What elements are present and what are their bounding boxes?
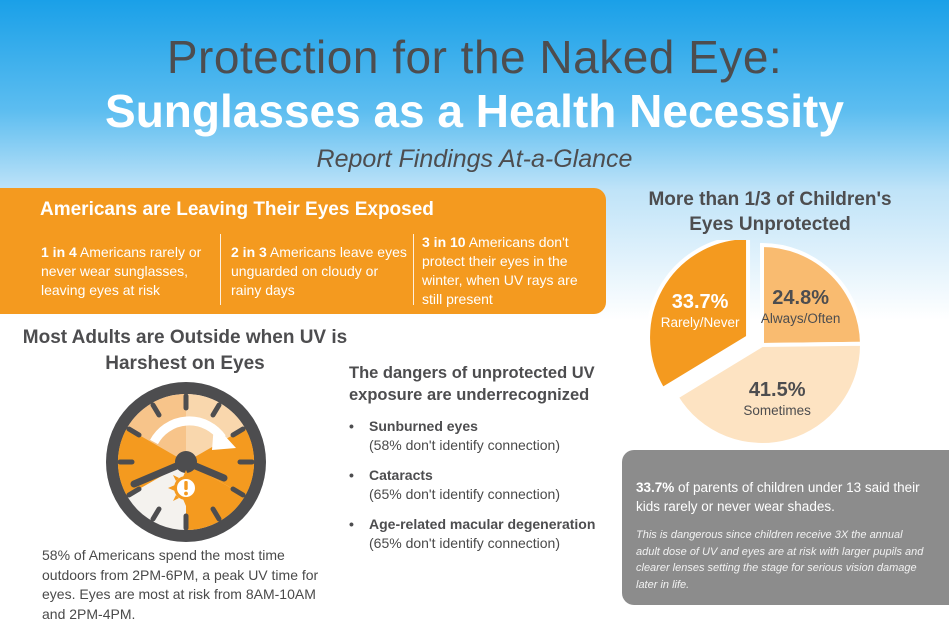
pie-label-category: Always/Often — [761, 311, 841, 326]
dangers-title: The dangers of unprotected UV exposure a… — [349, 364, 595, 404]
danger-item: • Cataracts (65% don't identify connecti… — [349, 466, 639, 506]
danger-item: • Age-related macular degeneration (65% … — [349, 515, 639, 555]
pie-label-value: 41.5% — [749, 379, 806, 401]
children-summary-box — [622, 450, 949, 605]
adults-description: 58% of Americans spend the most time out… — [42, 547, 319, 622]
stat-1: 1 in 4 Americans rarely or never wear su… — [41, 243, 213, 300]
danger-desc: (65% don't identify connection) — [369, 486, 561, 502]
bullet-icon: • — [349, 418, 354, 434]
danger-item: • Sunburned eyes (58% don't identify con… — [349, 417, 639, 457]
stat-divider-1 — [220, 234, 221, 305]
pie-label-value: 33.7% — [672, 291, 729, 313]
stat-1-text: Americans rarely or never wear sunglasse… — [41, 244, 202, 298]
stat-2: 2 in 3 Americans leave eyes unguarded on… — [231, 243, 409, 300]
stat-2-text: Americans leave eyes unguarded on cloudy… — [231, 244, 407, 298]
summary-highlight: 33.7% — [636, 480, 675, 495]
pie-label-category: Rarely/Never — [661, 315, 740, 330]
clock-icon — [106, 382, 266, 542]
stat-divider-2 — [413, 234, 414, 305]
stat-2-highlight: 2 in 3 — [231, 244, 267, 260]
pie-slice-rarely-never — [646, 240, 751, 392]
children-summary: 33.7% of parents of children under 13 sa… — [636, 478, 926, 516]
children-note: This is dangerous since children receive… — [636, 529, 924, 591]
title-line-1: Protection for the Naked Eye: — [166, 31, 783, 83]
danger-name: Age-related macular degeneration — [369, 516, 596, 532]
children-title: More than 1/3 of Children's Eyes Unprote… — [648, 189, 892, 235]
pie-label-value: 24.8% — [772, 287, 829, 309]
pie-slice-sometimes — [673, 341, 864, 447]
pie-label-category: Sometimes — [743, 403, 811, 418]
danger-desc: (65% don't identify connection) — [369, 535, 561, 551]
title-line-2: Sunglasses as a Health Necessity — [105, 85, 844, 137]
stat-3-text: Americans don't protect their eyes in th… — [422, 234, 578, 307]
stat-1-highlight: 1 in 4 — [41, 244, 77, 260]
bullet-icon: • — [349, 467, 354, 483]
sun-warning-icon — [168, 470, 204, 506]
children-pie-chart: 24.8% Always/Often 41.5% Sometimes 33.7% Rare… — [646, 240, 865, 447]
danger-name: Sunburned eyes — [369, 418, 478, 434]
exposed-title: Americans are Leaving Their Eyes Exposed — [40, 199, 434, 220]
adults-title: Most Adults are Outside when UV is Harsh… — [22, 327, 348, 374]
danger-desc: (58% don't identify connection) — [369, 437, 561, 453]
stat-3-highlight: 3 in 10 — [422, 234, 466, 250]
subtitle: Report Findings At-a-Glance — [316, 145, 633, 173]
bullet-icon: • — [349, 516, 354, 532]
exposed-banner — [0, 188, 606, 314]
stat-3: 3 in 10 Americans don't protect their ey… — [422, 233, 592, 309]
summary-text: of parents of children under 13 said the… — [636, 480, 920, 514]
pie-slice-always-often — [760, 242, 865, 348]
danger-name: Cataracts — [369, 467, 433, 483]
